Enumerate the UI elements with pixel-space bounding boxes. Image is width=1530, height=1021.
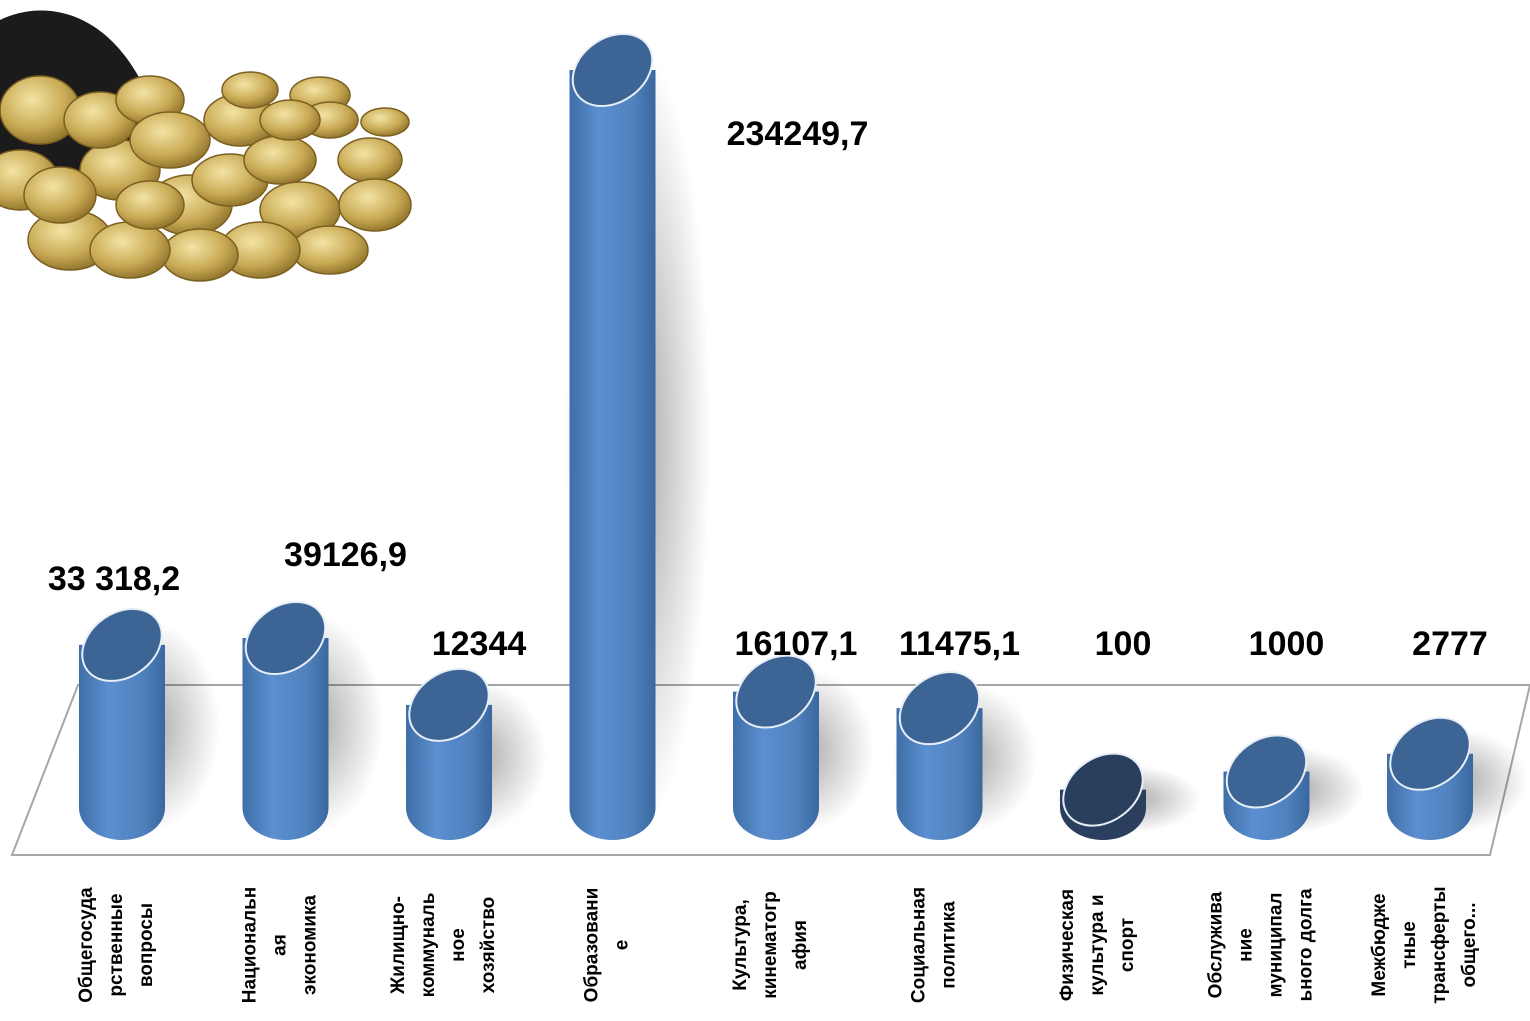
bar-top-cap <box>1225 734 1308 809</box>
bar-body <box>79 644 165 840</box>
bar-5 <box>728 654 874 840</box>
category-label-line: Обслужива <box>1206 891 1227 998</box>
coin-shape <box>338 178 412 232</box>
category-label-line: Физическая <box>1057 889 1078 1001</box>
bar-top-cap <box>571 33 654 107</box>
coin-shape <box>221 71 279 109</box>
coin-shape <box>161 228 239 282</box>
category-label-line: ая <box>270 934 291 956</box>
category-label-line: Жилищно- <box>388 896 409 995</box>
category-label-line: Национальн <box>240 887 261 1004</box>
coin-shape <box>360 107 410 137</box>
bar-top-cap <box>898 671 981 746</box>
value-label: 2777 <box>1412 625 1488 663</box>
bar-1 <box>74 607 220 840</box>
bar-3 <box>401 667 547 840</box>
bar-top-cap <box>81 607 163 682</box>
category-label-line: кинематогр <box>760 891 781 999</box>
category-label: Межбюдже тные трансферты общего... <box>1369 886 1480 1003</box>
category-label-line: общего... <box>1459 902 1480 987</box>
bar-top-cap <box>1062 752 1144 827</box>
coin-purse-image <box>0 10 412 282</box>
bar-top-cap <box>735 654 817 729</box>
category-label-line: ное <box>448 928 469 962</box>
coin-shape <box>23 166 97 224</box>
category-label-line: ьного долга <box>1296 888 1317 1001</box>
bar-top-cap <box>244 601 327 675</box>
value-label: 12344 <box>432 625 527 663</box>
bars-group <box>74 33 1528 840</box>
bar-8 <box>1218 734 1365 840</box>
category-label-line: муниципал <box>1266 892 1287 997</box>
category-label-line: афия <box>790 920 811 970</box>
bar-top-cap <box>1389 716 1471 791</box>
category-label: Жилищно-коммуналь ное хозяйство <box>388 893 499 998</box>
coin-shape <box>337 137 403 183</box>
bar-2 <box>237 601 384 840</box>
category-label: Культура, кинематогр афия <box>730 891 811 999</box>
bar-4 <box>564 33 711 840</box>
category-label-line: е <box>612 940 633 951</box>
category-label-line: Межбюдже <box>1369 893 1390 996</box>
category-label: Образовани е <box>582 888 633 1003</box>
category-label: Обслужива ние муниципал ьного долга <box>1206 888 1317 1001</box>
category-label-line: ние <box>1236 928 1257 962</box>
bar-7 <box>1055 752 1201 840</box>
category-label-line: тные <box>1399 921 1420 969</box>
bar-top-cap <box>408 667 490 742</box>
bar-body <box>733 691 819 840</box>
category-label-line: Культура, <box>730 899 751 991</box>
category-label: Социальная политика <box>909 887 960 1003</box>
category-label-line: Общегосуда <box>76 887 97 1003</box>
category-label: Физическая культура и спорт <box>1057 889 1138 1001</box>
value-label: 1000 <box>1249 625 1325 663</box>
category-label-line: политика <box>939 901 960 989</box>
value-labels-group: 33 318,2 39126,9 12344 234249,7 16107,1 11475… <box>48 115 1488 663</box>
value-label: 16107,1 <box>735 625 858 663</box>
value-label: 234249,7 <box>727 115 869 153</box>
bar-9 <box>1382 716 1528 840</box>
coin-shape <box>291 225 369 275</box>
category-label-line: спорт <box>1117 918 1138 972</box>
category-label-line: культура и <box>1087 894 1108 995</box>
coin-shape <box>129 111 211 169</box>
value-label: 33 318,2 <box>48 560 180 598</box>
coin-shape <box>89 221 171 279</box>
bar-body <box>569 70 656 840</box>
category-label-line: хозяйство <box>478 897 499 994</box>
category-label-line: рственные <box>106 893 127 996</box>
category-label-line: Образовани <box>582 888 603 1003</box>
coin-shape <box>115 180 185 230</box>
bar-6 <box>891 671 1038 840</box>
category-label-line: трансферты <box>1429 886 1450 1003</box>
coin-shape <box>259 99 321 141</box>
category-label-line: коммуналь <box>418 893 439 998</box>
value-label: 11475,1 <box>899 625 1020 663</box>
category-labels-group: Общегосуда рственные вопросы Национальн ая эк… <box>76 886 1480 1003</box>
coin-shape <box>243 135 317 185</box>
value-label: 39126,9 <box>284 536 407 574</box>
category-label-line: Социальная <box>909 887 930 1003</box>
category-label: Национальн ая экономика <box>240 887 321 1004</box>
category-label-line: экономика <box>300 895 321 995</box>
value-label: 100 <box>1095 625 1152 663</box>
category-label: Общегосуда рственные вопросы <box>76 887 157 1003</box>
bar-body <box>242 638 329 840</box>
category-label-line: вопросы <box>136 903 157 987</box>
